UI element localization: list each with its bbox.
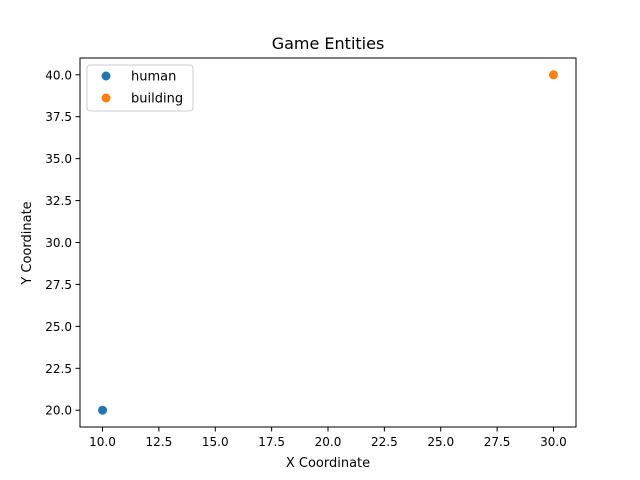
y-tick-label: 30.0 (45, 236, 72, 250)
x-tick-label: 25.0 (427, 435, 454, 449)
legend-marker-building (101, 93, 111, 103)
y-tick-label: 32.5 (45, 194, 72, 208)
point-building (548, 70, 558, 80)
x-tick-label: 30.0 (540, 435, 567, 449)
y-tick-label: 27.5 (45, 278, 72, 292)
x-tick-label: 12.5 (146, 435, 173, 449)
axes-frame (79, 57, 577, 428)
legend: human building (86, 64, 194, 112)
x-tick-label: 15.0 (202, 435, 229, 449)
x-tick-label: 20.0 (315, 435, 342, 449)
y-tick-label: 40.0 (45, 68, 72, 82)
x-tick-label: 22.5 (371, 435, 398, 449)
x-tick-label: 10.0 (89, 435, 116, 449)
legend-label-building: building (131, 92, 183, 107)
legend-label-human: human (131, 70, 176, 85)
legend-items: human building (101, 70, 183, 107)
legend-marker-human (101, 71, 111, 81)
x-axis-label: X Coordinate (286, 456, 370, 471)
y-tick-label: 35.0 (45, 152, 72, 166)
data-points (98, 70, 558, 415)
y-axis-label: Y Coordinate (20, 201, 35, 285)
y-tick-label: 20.0 (45, 404, 72, 418)
y-axis-ticks: 20.0 22.5 25.0 27.5 30.0 32.5 35.0 37.5 40.0 (45, 68, 80, 418)
y-tick-label: 22.5 (45, 362, 72, 376)
x-tick-label: 17.5 (258, 435, 285, 449)
x-tick-label: 27.5 (484, 435, 511, 449)
chart-title: Game Entities (272, 34, 385, 53)
legend-box (86, 64, 194, 112)
point-human (98, 405, 108, 415)
y-tick-label: 25.0 (45, 320, 72, 334)
y-tick-label: 37.5 (45, 110, 72, 124)
plot-area (79, 57, 577, 428)
x-axis-ticks: 10.0 12.5 15.0 17.5 20.0 22.5 25.0 27.5 30.0 (89, 427, 567, 449)
